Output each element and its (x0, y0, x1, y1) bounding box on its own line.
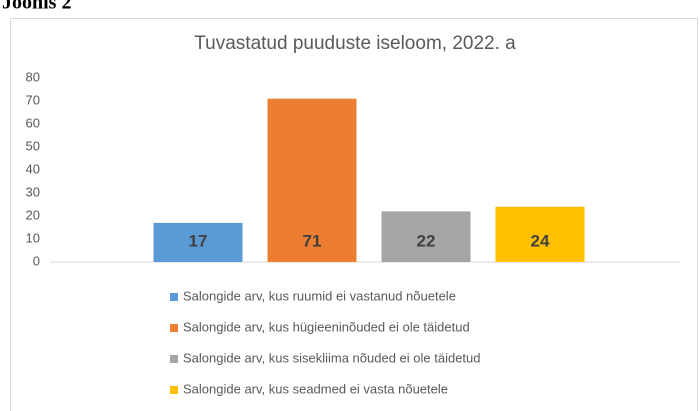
bar (267, 98, 357, 262)
legend-swatch (170, 293, 178, 301)
legend-swatch (170, 386, 178, 394)
bar (381, 211, 471, 262)
y-tick-label: 80 (26, 69, 40, 84)
y-tick-label: 50 (26, 138, 40, 153)
legend-swatch (170, 355, 178, 363)
chart-title: Tuvastatud puuduste iseloom, 2022. a (194, 33, 516, 54)
legend-label: Salongide arv, kus sisekliima nõuded ei … (183, 350, 481, 365)
y-tick-label: 30 (26, 184, 40, 199)
legend-swatch (170, 324, 178, 332)
y-tick-label: 60 (26, 115, 40, 130)
bar (153, 222, 243, 262)
data-label: 17 (189, 231, 208, 250)
y-tick-label: 10 (26, 230, 40, 245)
y-tick-label: 40 (26, 161, 40, 176)
data-label: 22 (417, 231, 436, 250)
bar (495, 206, 585, 262)
data-label: 71 (303, 231, 322, 250)
legend-label: Salongide arv, kus seadmed ei vasta nõue… (183, 381, 448, 396)
data-label: 24 (531, 231, 550, 250)
legend-label: Salongide arv, kus hügieeninõuded ei ole… (183, 319, 470, 334)
y-tick-label: 70 (26, 92, 40, 107)
caption: Joonis 2 (2, 0, 71, 14)
legend-label: Salongide arv, kus ruumid ei vastanud nõ… (183, 288, 456, 303)
y-tick-label: 20 (26, 207, 40, 222)
y-tick-label: 0 (33, 253, 40, 268)
